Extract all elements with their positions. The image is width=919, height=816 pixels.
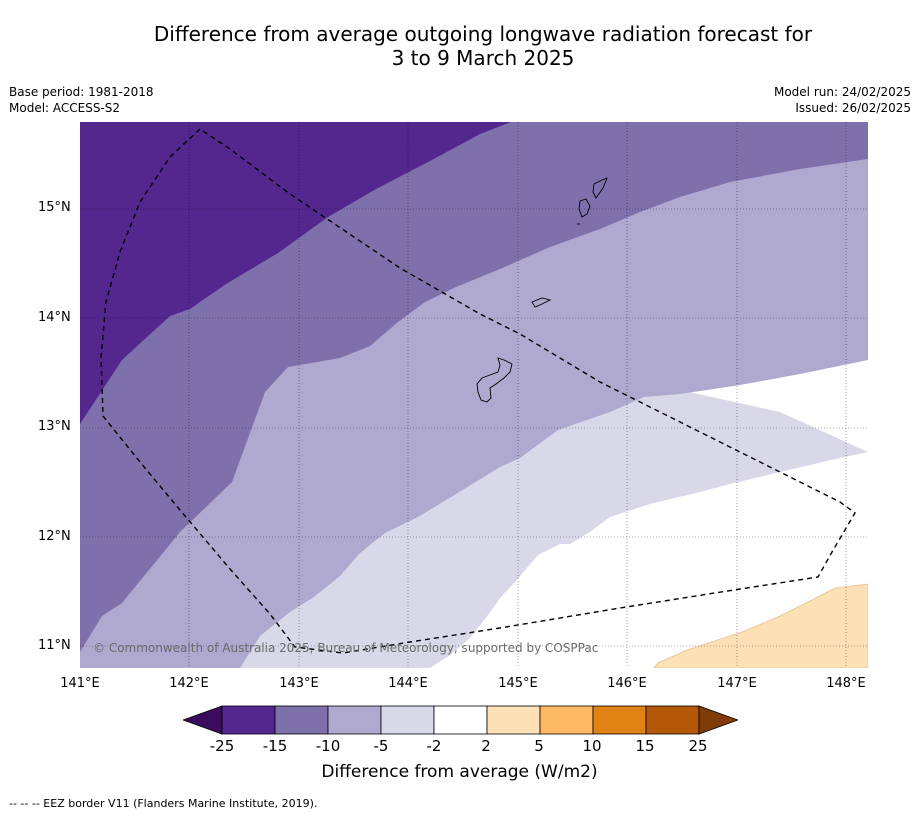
lat-label-12n: 12°N: [38, 529, 71, 544]
cbar-tick-1: -15: [262, 737, 288, 755]
lon-label-148e: 148°E: [826, 676, 866, 691]
island-guam: [476, 357, 513, 403]
lon-label-146e: 146°E: [607, 676, 647, 691]
meta-left: Base period: 1981-2018 Model: ACCESS-S2: [9, 84, 154, 116]
lat-label-15n: 15°N: [38, 200, 71, 215]
cbar-tick-8: 15: [635, 737, 655, 755]
cbar-tick-6: 5: [534, 737, 544, 755]
cbar-segment: [327, 705, 382, 735]
cbar-segment: [592, 705, 647, 735]
island-saipan: [592, 177, 608, 199]
lon-label-144e: 144°E: [388, 676, 428, 691]
map-panel: [80, 122, 868, 668]
meta-right: Model run: 24/02/2025 Issued: 26/02/2025: [774, 84, 911, 116]
cbar-segment: [645, 705, 700, 735]
model-name: Model: ACCESS-S2: [9, 101, 121, 115]
eez-border: [100, 128, 856, 654]
island-rota: [531, 297, 552, 308]
map-title: Difference from average outgoing longwav…: [0, 22, 919, 70]
lon-label-143e: 143°E: [279, 676, 319, 691]
cbar-tick-4: -2: [426, 737, 442, 755]
lon-label-141e: 141°E: [60, 676, 100, 691]
cbar-tick-3: -5: [373, 737, 389, 755]
copyright-notice: © Commonwealth of Australia 2025, Bureau…: [93, 641, 599, 655]
lat-label-14n: 14°N: [38, 310, 71, 325]
colorbar: [181, 705, 740, 735]
band-light-orange: [653, 583, 868, 668]
band-dark-purple: [80, 122, 511, 424]
cbar-segment: [274, 705, 329, 735]
cbar-segment: [221, 705, 276, 735]
lon-label-147e: 147°E: [717, 676, 757, 691]
cbar-segment: [486, 705, 541, 735]
lat-label-13n: 13°N: [38, 419, 71, 434]
colorbar-svg: [181, 705, 740, 735]
title-line-2: 3 to 9 March 2025: [391, 46, 575, 70]
model-run: Model run: 24/02/2025: [773, 85, 911, 99]
cbar-tick-7: 10: [582, 737, 602, 755]
title-line-1: Difference from average outgoing longwav…: [153, 22, 813, 46]
cbar-tick-2: -10: [315, 737, 341, 755]
colorbar-label: Difference from average (W/m2): [321, 762, 598, 782]
footnote-eez: -- -- -- EEZ border V11 (Flanders Marine…: [9, 797, 318, 810]
cbar-segment: [433, 705, 488, 735]
lon-label-142e: 142°E: [169, 676, 209, 691]
map-svg: [80, 122, 868, 668]
band-medium-purple: [80, 122, 868, 668]
cbar-extend-low: [181, 705, 223, 735]
base-period: Base period: 1981-2018: [9, 85, 154, 99]
cbar-segment: [539, 705, 594, 735]
cbar-tick-0: -25: [209, 737, 235, 755]
islands: [476, 177, 608, 403]
lon-label-145e: 145°E: [498, 676, 538, 691]
lat-label-11n: 11°N: [38, 638, 71, 653]
cbar-segment: [380, 705, 435, 735]
cbar-tick-5: 2: [481, 737, 491, 755]
cbar-tick-9: 25: [688, 737, 708, 755]
island-tinian: [578, 198, 591, 218]
issued-date: Issued: 26/02/2025: [795, 101, 911, 115]
cbar-extend-high: [698, 705, 740, 735]
gridlines: [80, 122, 868, 668]
